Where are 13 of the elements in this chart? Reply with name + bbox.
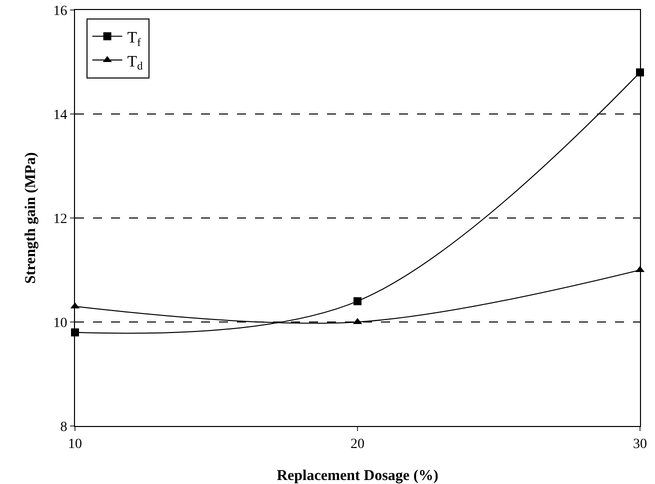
y-tick-label: 12 [53, 212, 68, 227]
y-tick-label: 8 [60, 420, 68, 435]
x-tick-label: 20 [350, 436, 364, 452]
point [354, 297, 362, 306]
x-tick-label: 30 [633, 436, 647, 452]
x-axis-title: Replacement Dosage (%) [276, 468, 438, 484]
x-tick-label: 10 [68, 436, 82, 452]
y-axis-title: Strength gain (MPa) [23, 152, 39, 284]
legend-label: T$_{f}$ [127, 29, 142, 49]
y-tick-label: 14 [53, 108, 68, 123]
legend-label: T$_{d}$ [127, 53, 144, 73]
y-tick-label: 16 [53, 4, 68, 19]
y-tick-label: 10 [53, 316, 68, 331]
